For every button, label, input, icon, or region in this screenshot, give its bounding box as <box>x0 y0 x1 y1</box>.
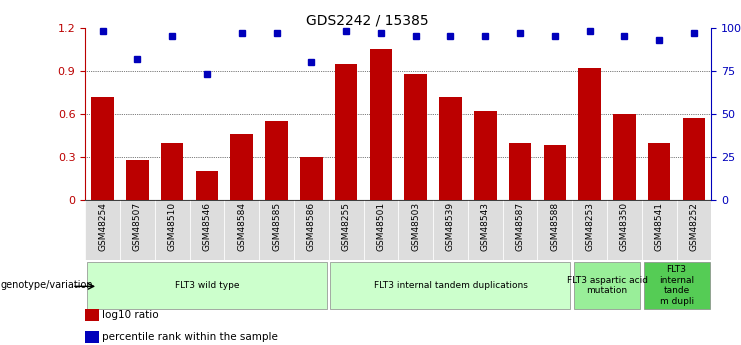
Bar <box>190 200 225 260</box>
Bar <box>370 49 392 200</box>
Text: GSM48584: GSM48584 <box>237 202 246 251</box>
Text: GSM48510: GSM48510 <box>167 202 176 251</box>
Bar <box>607 200 642 260</box>
Text: GSM48587: GSM48587 <box>516 202 525 251</box>
Bar <box>537 200 572 260</box>
Text: FLT3 wild type: FLT3 wild type <box>175 281 239 290</box>
Bar <box>682 118 705 200</box>
FancyBboxPatch shape <box>574 262 640 309</box>
Bar <box>300 157 322 200</box>
Bar <box>572 200 607 260</box>
Bar <box>578 68 601 200</box>
Text: GSM48586: GSM48586 <box>307 202 316 251</box>
Bar <box>91 97 114 200</box>
Text: GSM48501: GSM48501 <box>376 202 385 251</box>
Text: GSM48507: GSM48507 <box>133 202 142 251</box>
Text: GSM48585: GSM48585 <box>272 202 281 251</box>
Text: genotype/variation: genotype/variation <box>1 280 93 289</box>
Bar <box>196 171 219 200</box>
Bar <box>265 121 288 200</box>
Text: GSM48541: GSM48541 <box>655 202 664 251</box>
Bar <box>433 200 468 260</box>
Bar <box>364 200 398 260</box>
Bar <box>161 142 184 200</box>
Text: GSM48350: GSM48350 <box>620 202 629 251</box>
Bar <box>474 111 496 200</box>
Bar <box>509 142 531 200</box>
FancyBboxPatch shape <box>643 262 710 309</box>
Bar <box>399 200 433 260</box>
Text: FLT3
internal
tande
m dupli: FLT3 internal tande m dupli <box>659 265 694 306</box>
Bar <box>642 200 677 260</box>
Bar <box>502 200 537 260</box>
Bar <box>294 200 329 260</box>
Text: GSM48253: GSM48253 <box>585 202 594 251</box>
Text: FLT3 internal tandem duplications: FLT3 internal tandem duplications <box>373 281 528 290</box>
Bar <box>85 200 120 260</box>
Bar <box>225 200 259 260</box>
Text: GDS2242 / 15385: GDS2242 / 15385 <box>306 14 428 28</box>
Bar <box>120 200 155 260</box>
FancyBboxPatch shape <box>330 262 571 309</box>
Bar <box>126 160 149 200</box>
Text: GSM48254: GSM48254 <box>98 202 107 251</box>
Bar <box>335 63 357 200</box>
Text: GSM48255: GSM48255 <box>342 202 350 251</box>
Bar <box>329 200 364 260</box>
Bar <box>230 134 253 200</box>
Text: log10 ratio: log10 ratio <box>102 310 159 320</box>
Bar <box>468 200 502 260</box>
Bar <box>155 200 190 260</box>
Bar <box>677 200 711 260</box>
Text: percentile rank within the sample: percentile rank within the sample <box>102 333 278 342</box>
Bar <box>543 146 566 200</box>
Bar <box>259 200 294 260</box>
Text: GSM48252: GSM48252 <box>689 202 699 251</box>
Text: GSM48539: GSM48539 <box>446 202 455 251</box>
Bar <box>648 142 671 200</box>
Text: GSM48588: GSM48588 <box>551 202 559 251</box>
Bar <box>613 114 636 200</box>
Text: GSM48543: GSM48543 <box>481 202 490 251</box>
Text: GSM48546: GSM48546 <box>202 202 211 251</box>
Bar <box>405 73 427 200</box>
Bar <box>439 97 462 200</box>
Text: FLT3 aspartic acid
mutation: FLT3 aspartic acid mutation <box>567 276 648 295</box>
FancyBboxPatch shape <box>87 262 327 309</box>
Text: GSM48503: GSM48503 <box>411 202 420 251</box>
